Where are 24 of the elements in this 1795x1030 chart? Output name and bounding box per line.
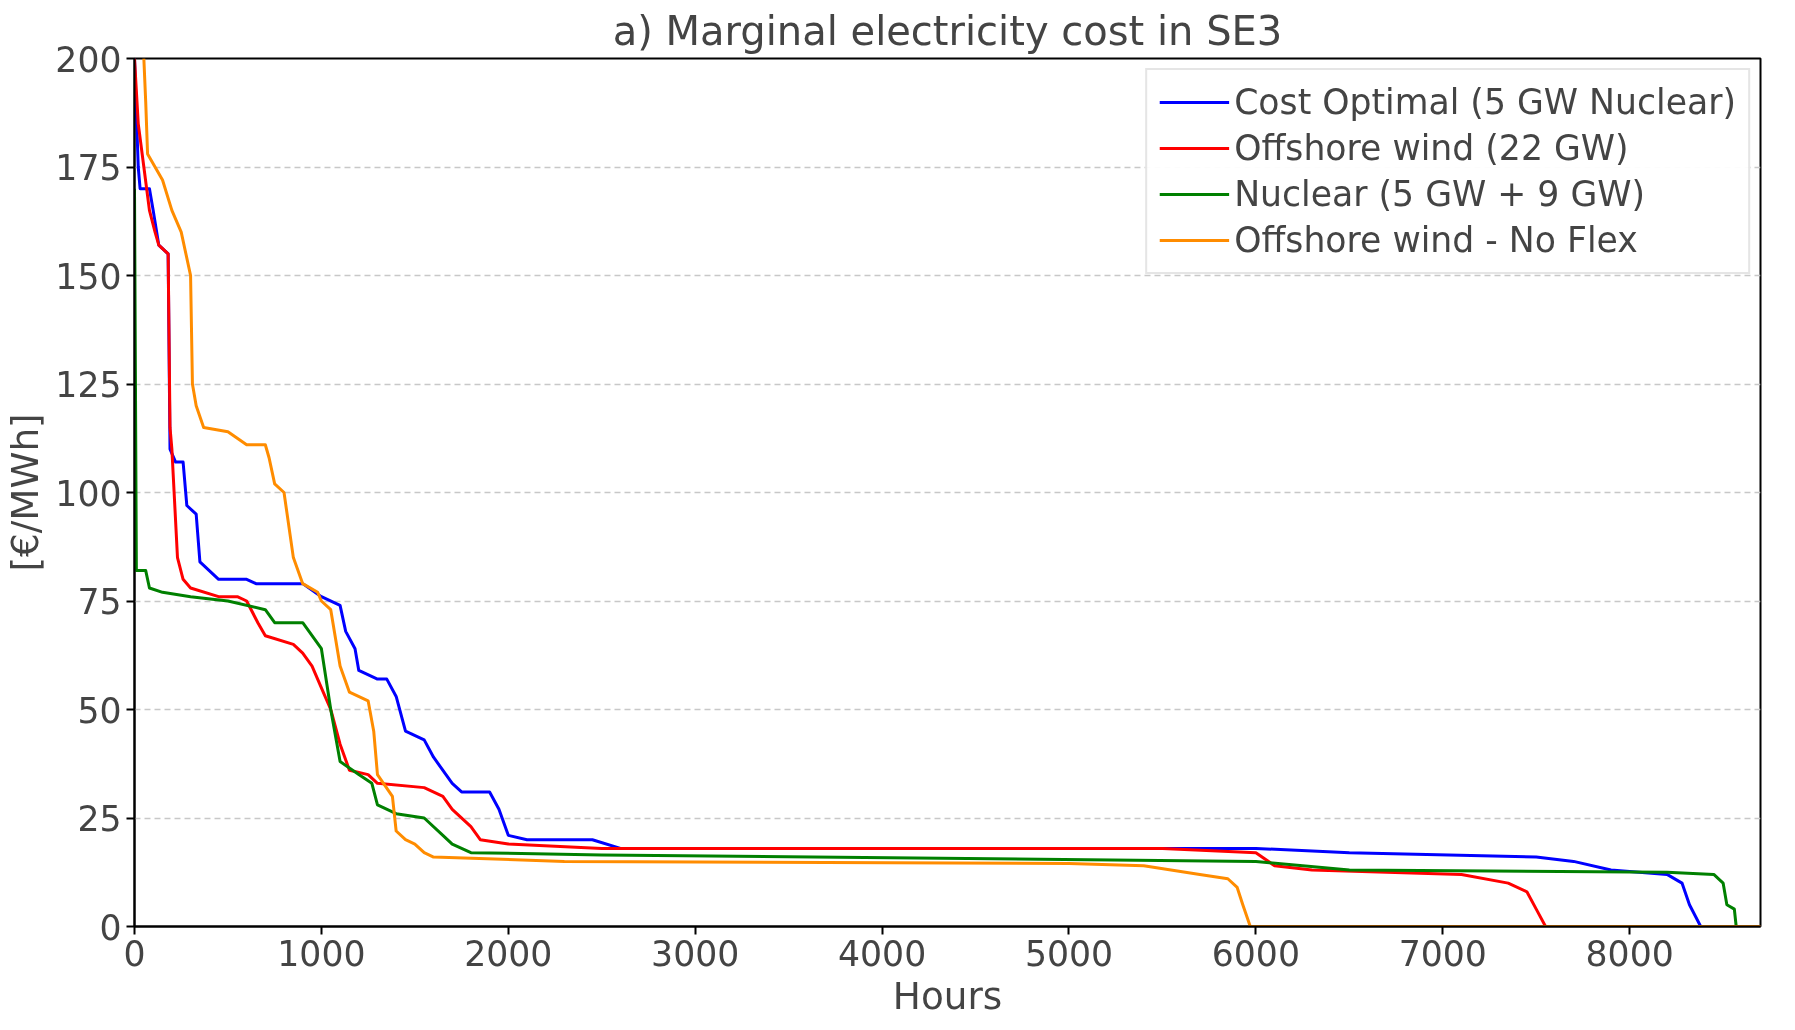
x-tick-label: 7000 [1398, 933, 1487, 974]
x-tick-label: 1000 [277, 933, 366, 974]
x-axis-title: Hours [892, 973, 1003, 1018]
y-tick-label: 0 [99, 907, 122, 948]
legend-label: Offshore wind - No Flex [1234, 220, 1638, 260]
y-axis-title: [€/MWh] [3, 413, 48, 572]
y-tick-label: 25 [77, 799, 122, 839]
x-tick-label: 5000 [1024, 933, 1114, 974]
y-tick-label: 50 [77, 690, 122, 731]
y-tick-label: 100 [55, 473, 122, 514]
x-tick-label: 6000 [1211, 933, 1300, 974]
x-tick-label: 2000 [464, 933, 553, 974]
x-tick-label: 3000 [651, 933, 740, 974]
y-tick-label: 150 [55, 256, 122, 297]
legend-label: Cost Optimal (5 GW Nuclear) [1234, 82, 1736, 122]
y-tick-label: 125 [55, 365, 122, 405]
y-tick-label: 200 [55, 39, 122, 80]
x-tick-label: 8000 [1585, 933, 1674, 974]
legend-label: Nuclear (5 GW + 9 GW) [1234, 174, 1646, 214]
y-tick-label: 175 [55, 148, 122, 188]
legend-label: Offshore wind (22 GW) [1234, 128, 1629, 168]
chart-title: a) Marginal electricity cost in SE3 [612, 7, 1283, 54]
x-tick-label: 4000 [837, 933, 927, 974]
y-tick-label: 75 [77, 582, 122, 622]
